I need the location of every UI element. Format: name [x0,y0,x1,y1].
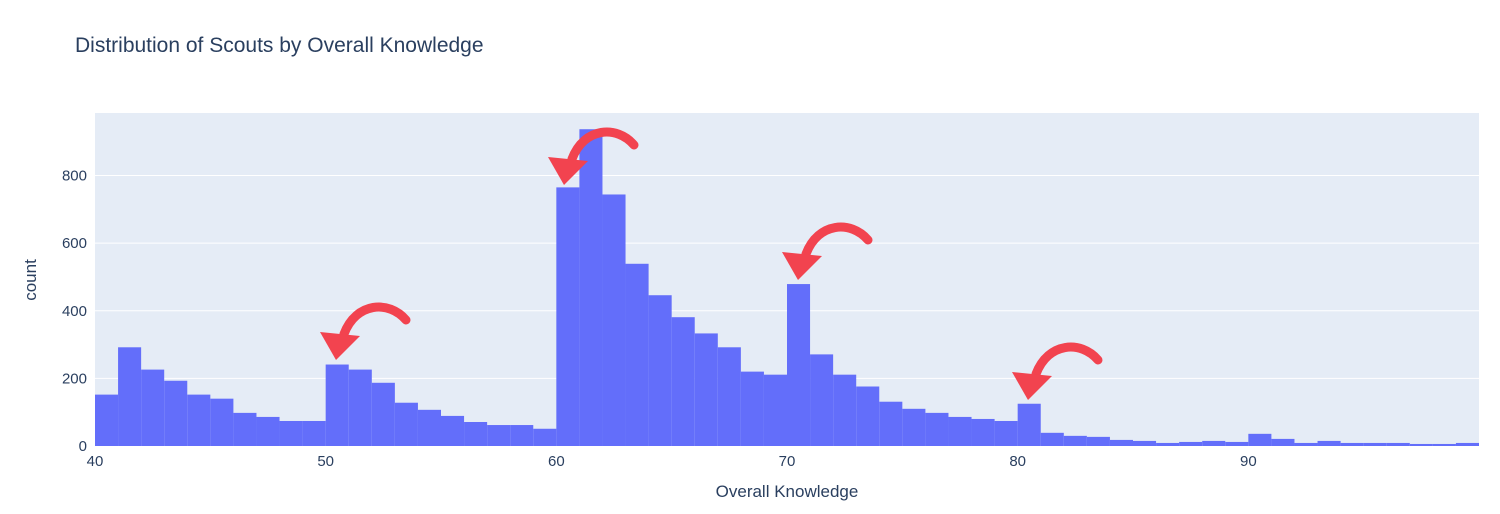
x-tick-label: 40 [87,453,104,470]
chart-title: Distribution of Scouts by Overall Knowle… [75,34,484,57]
y-tick-label: 400 [62,303,87,320]
bar [717,347,741,446]
x-tick-label: 90 [1240,453,1257,470]
bar [902,408,926,446]
bar [1156,442,1180,446]
bar [141,369,165,446]
y-tick-label: 600 [62,235,87,252]
bar [856,386,880,446]
bar [1248,433,1272,446]
bar [371,382,395,446]
bar [671,317,695,446]
bar [694,333,718,446]
x-tick-label: 50 [317,453,334,470]
bar [210,398,234,446]
bar [487,425,511,446]
bar [464,421,488,446]
bar [279,420,303,446]
x-tick-label: 60 [548,453,565,470]
bar [556,187,580,446]
x-axis-label: Overall Knowledge [716,482,859,501]
bar [1363,442,1387,446]
bar [879,401,903,446]
ticks: 0 200 400 600 800 40 50 60 70 80 90 [62,168,1257,470]
bar [1317,440,1341,446]
bar [948,416,972,446]
bar [394,402,418,446]
bar [1109,439,1133,446]
bar [325,364,349,446]
bar [1225,441,1249,446]
bar [1455,442,1479,446]
y-tick-label: 0 [79,438,87,455]
x-tick-label: 70 [779,453,796,470]
y-axis-label: count [21,259,40,301]
bar [95,394,119,446]
bar [510,425,534,446]
bar [648,295,672,446]
bar [302,420,326,446]
bar [579,129,603,446]
bar [533,428,557,446]
bar [1409,443,1433,446]
x-tick-label: 80 [1009,453,1026,470]
bar [1133,440,1157,446]
y-tick-label: 200 [62,370,87,387]
bar [833,374,857,446]
bar [1086,436,1110,446]
bar [256,416,280,446]
bar [994,420,1018,446]
bar [1386,442,1410,446]
bar [1063,435,1087,446]
bar [1017,403,1041,446]
bar [1340,442,1364,446]
bar [925,412,949,446]
bar [441,415,465,446]
bar [118,347,142,446]
bars [95,129,1479,446]
bar [971,418,995,446]
y-tick-label: 800 [62,168,87,185]
bar [164,380,188,446]
bar [233,412,257,446]
bar [763,374,787,446]
bar [1202,440,1226,446]
bar [740,371,764,446]
bar [1040,432,1064,446]
bar [810,354,834,446]
bar [1432,443,1456,446]
bar [1271,438,1295,446]
bar [625,263,649,446]
bar [787,284,811,446]
bar [602,194,626,446]
bar [1294,442,1318,446]
bar [417,409,441,446]
bar [187,394,211,446]
bar [1179,441,1203,446]
bar [348,369,372,446]
